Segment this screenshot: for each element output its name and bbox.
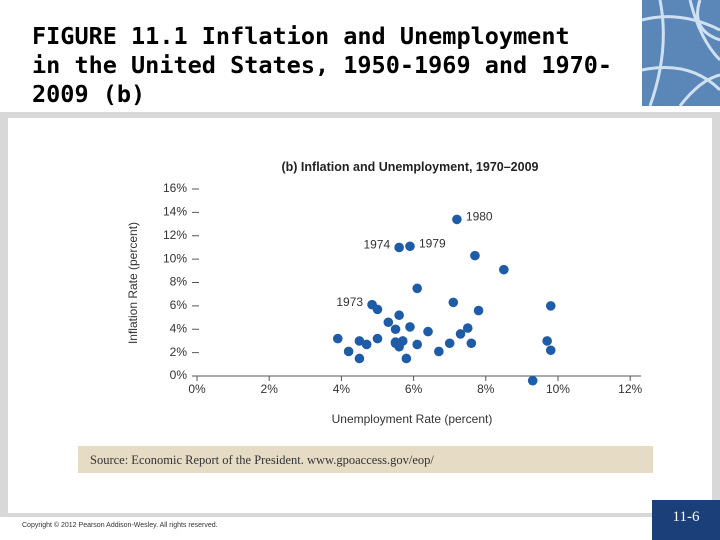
point (372, 304, 383, 315)
point (462, 323, 473, 333)
point (499, 264, 509, 275)
point-label: 1974 (363, 238, 390, 252)
point (394, 310, 404, 321)
point (545, 345, 556, 356)
point (383, 317, 394, 328)
y-tick-label: 0% (170, 368, 188, 382)
point (343, 346, 354, 357)
y-tick-label: 14% (163, 205, 187, 219)
point (401, 353, 412, 364)
point-label: 1973 (336, 295, 363, 309)
point (405, 241, 415, 252)
point (444, 338, 455, 349)
point (405, 322, 415, 332)
point (397, 336, 408, 346)
copyright: Copyright © 2012 Pearson Addison-Wesley.… (22, 521, 218, 529)
y-tick-label: 16% (163, 181, 187, 195)
point-label: 1979 (419, 236, 446, 250)
x-tick-label: 8% (477, 382, 495, 396)
chart-title: (b) Inflation and Unemployment, 1970–200… (281, 160, 538, 174)
x-axis-label: Unemployment Rate (percent) (332, 412, 493, 426)
point (412, 339, 422, 350)
slide-title: 2009 (b) (32, 80, 145, 108)
point (332, 333, 343, 344)
point (470, 250, 480, 261)
point (361, 339, 372, 350)
point (455, 329, 466, 339)
point (545, 301, 556, 311)
point (542, 336, 552, 346)
decor (641, 0, 720, 107)
point (412, 283, 422, 294)
y-axis-label: Inflation Rate (percent) (126, 222, 140, 344)
point (448, 297, 459, 308)
x-tick-label: 4% (333, 382, 351, 396)
source-note: Source: Economic Report of the President… (90, 453, 434, 467)
x-tick-label: 0% (188, 382, 206, 396)
point-label: 1980 (466, 210, 493, 224)
y-tick-label: 10% (163, 251, 187, 265)
point (354, 336, 365, 346)
point (390, 324, 401, 335)
y-tick-label: 12% (163, 228, 187, 242)
point (372, 333, 383, 344)
y-tick-label: 4% (170, 321, 188, 335)
x-tick-label: 10% (546, 382, 570, 396)
point (390, 337, 401, 347)
point (466, 338, 477, 349)
page-number: 11-6 (673, 509, 700, 525)
point (527, 375, 538, 386)
point (423, 326, 433, 337)
page-box (652, 500, 720, 540)
x-tick-label: 2% (261, 382, 279, 396)
point (452, 214, 462, 225)
y-tick-label: 2% (170, 345, 188, 359)
slide-title: FIGURE 11.1 Inflation and Unemployment (32, 22, 570, 50)
y-tick-label: 8% (170, 275, 188, 289)
point (473, 305, 484, 316)
x-tick-label: 12% (618, 382, 642, 396)
point (394, 242, 404, 253)
x-tick-label: 6% (405, 382, 423, 396)
point (354, 353, 365, 364)
slide-title: in the United States, 1950-1969 and 1970… (32, 51, 612, 79)
y-tick-label: 6% (170, 298, 188, 312)
source-bar (78, 446, 653, 473)
point (434, 346, 444, 357)
